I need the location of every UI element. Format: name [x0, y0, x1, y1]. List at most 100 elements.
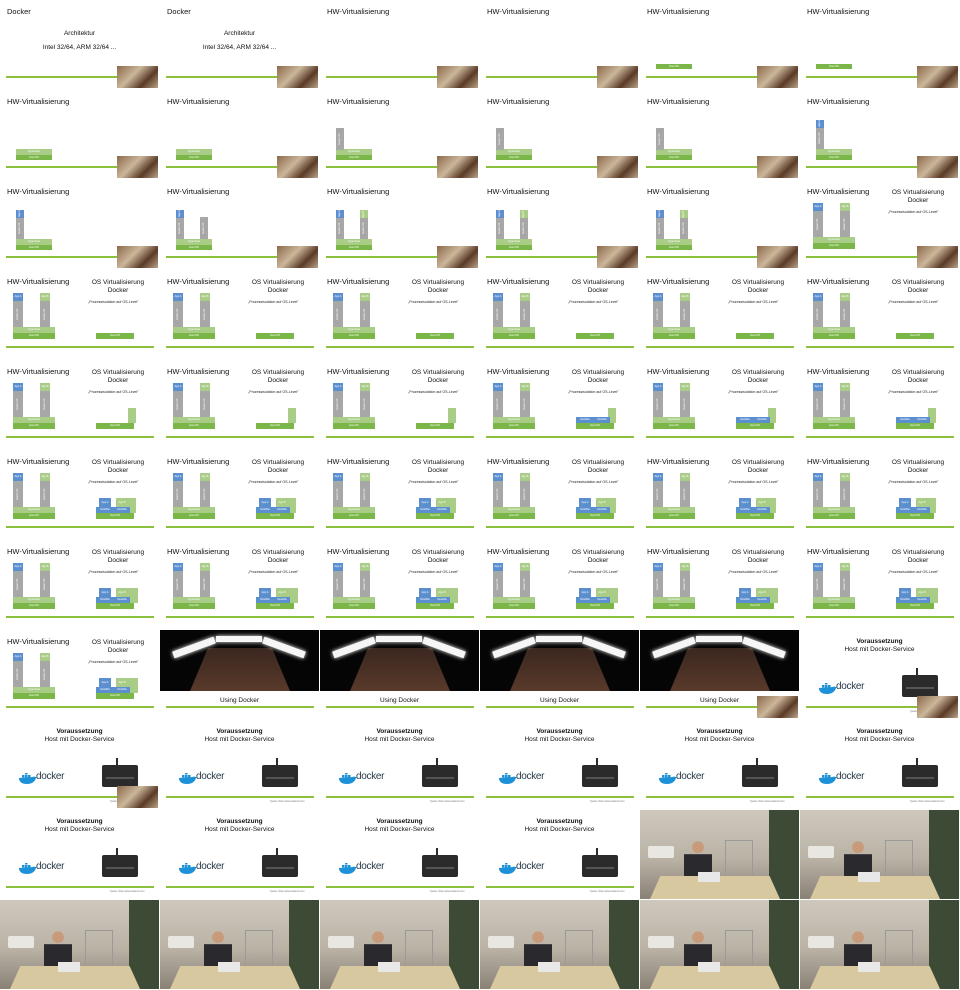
container-app-a-box: App A	[99, 678, 111, 687]
slide-title: HW-Virtualisierung	[167, 277, 230, 286]
os-docker-line: Docker	[907, 376, 929, 384]
slide-thumbnail: Voraussetzung Host mit Docker-Service dock…	[480, 720, 639, 809]
hypervisor-box: Hypervisor	[173, 507, 215, 513]
docker-wordmark: docker	[36, 771, 65, 782]
app-a-box: App A	[496, 210, 504, 218]
slide-title: HW-Virtualisierung	[327, 97, 390, 106]
slide-thumbnail: HW-Virtualisierung Host OS Hypervisor Guest…	[160, 540, 319, 629]
chalkboard	[929, 900, 959, 989]
app-b-box: App B	[40, 653, 50, 661]
slide-thumbnail: HW-Virtualisierung Host OS Hypervisor Guest…	[800, 270, 959, 359]
app-a-box: App A	[816, 120, 824, 128]
os-virtualisierung-title: OS Virtualisierung Docker	[402, 279, 474, 294]
architektur-heading: Architektur	[223, 30, 256, 37]
bins-a-box: bins/libs	[896, 417, 914, 423]
using-docker-label: Using Docker	[219, 697, 259, 704]
app-a-box: App A	[813, 383, 823, 391]
os-docker-line: Docker	[107, 376, 129, 384]
app-b-box: App B	[360, 210, 368, 218]
voraussetzung-detail: Host mit Docker-Service	[524, 826, 595, 833]
slide-thumbnail: Docker Architektur Intel 32/64, ARM 32/64 …	[0, 0, 159, 89]
os-quote: „Prozessisolation auf OS-Level"	[408, 390, 459, 394]
green-rule	[646, 526, 794, 528]
slide-thumbnail: HW-Virtualisierung Host OS Hypervisor Guest…	[640, 360, 799, 449]
os-docker-line: Docker	[267, 466, 289, 474]
green-rule	[326, 616, 474, 618]
slide-thumbnail	[800, 810, 959, 899]
hypervisor-box: Hypervisor	[333, 417, 375, 423]
os-quote: „Prozessisolation auf OS-Level"	[408, 570, 459, 574]
app-a-box: App A	[13, 563, 23, 571]
chalkboard	[129, 900, 159, 989]
quelle-note: Quelle: https://www.stationit.com	[110, 890, 145, 893]
host-os-box: Host OS	[493, 333, 535, 339]
green-rule	[806, 256, 954, 258]
guest-os-b-box: Guest OS	[200, 571, 210, 597]
container-app-a-box: App A	[419, 498, 431, 507]
os-docker-line: Docker	[267, 286, 289, 294]
host-os-box: Host OS	[13, 333, 55, 339]
bins-b-box: bins/libs	[914, 597, 930, 603]
green-rule	[6, 76, 154, 78]
guest-os-b-box: Guest OS	[520, 391, 530, 417]
docker-whale-icon	[658, 772, 678, 784]
bins-a-box: bins/libs	[96, 687, 114, 693]
os-host-box: Host OS	[896, 423, 934, 429]
slide-thumbnail: HW-Virtualisierung Host OS Hypervisor Guest…	[640, 180, 799, 269]
slide-title: HW-Virtualisierung	[647, 367, 710, 376]
os-docker-line: Docker	[587, 556, 609, 564]
slide-title: HW-Virtualisierung	[327, 187, 390, 196]
slide-thumbnail	[0, 900, 159, 989]
slide-title: HW-Virtualisierung	[327, 7, 390, 16]
voraussetzung-detail: Host mit Docker-Service	[684, 736, 755, 743]
os-host-box: Host OS	[96, 693, 134, 699]
slide-title: HW-Virtualisierung	[647, 547, 710, 556]
voraussetzung-heading: Voraussetzung Host mit Docker-Service	[0, 728, 159, 744]
guest-os-a-box: Guest OS	[173, 571, 183, 597]
os-virtualisierung-title: OS Virtualisierung Docker	[402, 459, 474, 474]
guest-os-a-box: Guest OS	[493, 571, 503, 597]
app-b-box: App B	[840, 293, 850, 301]
docker-whale-icon	[338, 772, 358, 784]
guest-os-b-box: Guest OS	[680, 301, 690, 327]
os-title-line: OS Virtualisierung	[731, 549, 785, 556]
server-host-icon	[262, 848, 298, 877]
os-virtualisierung-title: OS Virtualisierung Docker	[562, 459, 634, 474]
guest-os-a-box: Guest OS	[653, 481, 663, 507]
app-a-box: App A	[176, 210, 184, 218]
os-host-box: Host OS	[256, 333, 294, 339]
container-app-b-box: App B	[596, 588, 608, 597]
app-a-box: App A	[336, 210, 344, 218]
app-b-box: App B	[200, 563, 210, 571]
slide-title: HW-Virtualisierung	[807, 367, 870, 376]
slide-thumbnail: HW-Virtualisierung Host OS Hypervisor Guest…	[0, 180, 159, 269]
host-os-box: Host OS	[813, 513, 855, 519]
container-app-a-box: App A	[259, 498, 271, 507]
os-title-line: OS Virtualisierung	[891, 369, 945, 376]
app-a-box: App A	[173, 473, 183, 481]
slide-thumbnail	[160, 900, 319, 989]
voraussetzung-detail: Host mit Docker-Service	[44, 826, 115, 833]
lecturer-photo	[0, 900, 159, 989]
os-virtualisierung-title: OS Virtualisierung Docker	[242, 549, 314, 564]
slide-title: HW-Virtualisierung	[7, 457, 70, 466]
host-os-box: Host OS	[816, 64, 852, 69]
os-title-line: OS Virtualisierung	[571, 459, 625, 466]
hypervisor-box: Hypervisor	[813, 597, 855, 603]
container-app-b-box: App B	[756, 588, 768, 597]
app-a-box: App A	[653, 473, 663, 481]
green-rule	[166, 796, 314, 798]
bins-b-box: bins/libs	[114, 597, 130, 603]
bins-b-box: bins/libs	[274, 507, 290, 513]
quelle-note: Quelle: https://www.stationit.com	[750, 800, 785, 803]
bins-b-box: bins/libs	[914, 417, 930, 423]
green-rule	[166, 706, 314, 708]
green-rule	[6, 886, 154, 888]
green-rule	[6, 526, 154, 528]
speaker-video-thumbnail	[277, 156, 318, 178]
bins-b-box: bins/libs	[754, 507, 770, 513]
guest-os-b-box: Guest OS	[40, 481, 50, 507]
app-b-box: App B	[680, 473, 690, 481]
app-b-box: App B	[40, 293, 50, 301]
guest-os-a-box: Guest OS	[653, 301, 663, 327]
